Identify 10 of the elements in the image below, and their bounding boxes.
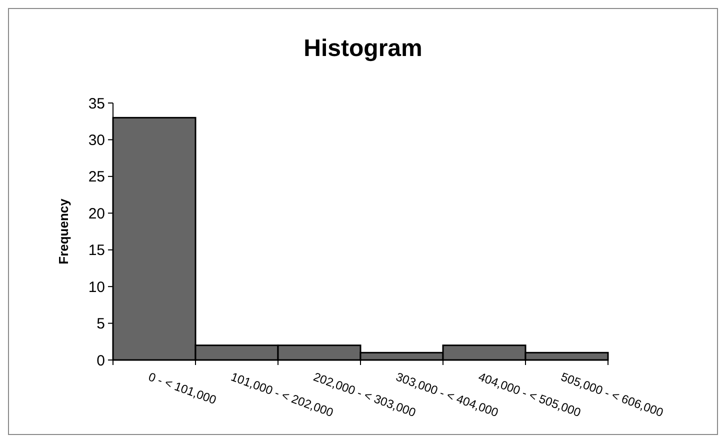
y-tick-label: 15 [88, 242, 105, 260]
y-tick-label: 35 [88, 95, 105, 112]
y-tick-label: 25 [88, 168, 105, 186]
y-tick-label: 30 [88, 132, 105, 149]
y-tick-label: 20 [88, 205, 105, 222]
y-tick-label: 5 [96, 316, 105, 333]
y-tick-label: 0 [96, 352, 105, 370]
y-tick-label: 10 [88, 278, 105, 296]
chart-title: Histogram [304, 35, 422, 62]
y-axis-title: Frequency [56, 198, 71, 264]
